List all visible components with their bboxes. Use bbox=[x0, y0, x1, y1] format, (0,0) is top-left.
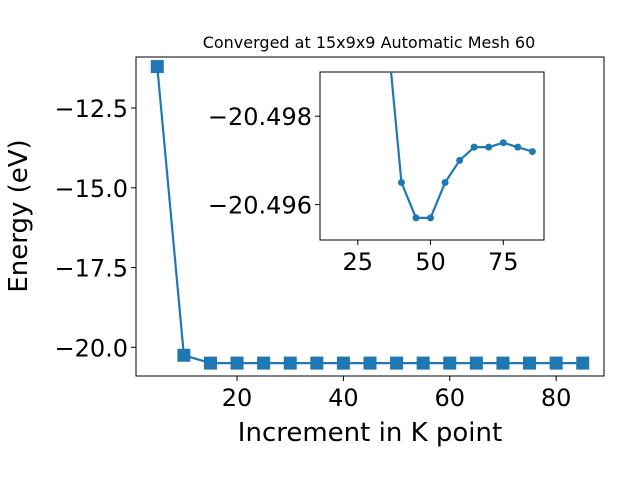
inset-data-point bbox=[441, 179, 449, 187]
main-data-point bbox=[257, 356, 271, 370]
inset-data-point bbox=[397, 179, 405, 187]
inset-x-tick-label: 75 bbox=[488, 248, 519, 276]
main-x-tick-label: 20 bbox=[222, 384, 253, 412]
main-data-point bbox=[416, 356, 430, 370]
inset-data-point bbox=[427, 214, 435, 222]
main-y-tick-label: −15.0 bbox=[54, 175, 128, 203]
main-series bbox=[150, 60, 590, 370]
inset-data-point bbox=[499, 139, 507, 147]
main-x-tick-label: 60 bbox=[434, 384, 465, 412]
inset-data-point bbox=[456, 156, 464, 164]
main-data-point bbox=[283, 356, 297, 370]
inset-series bbox=[389, 72, 536, 222]
main-plot-area: 20 40 60 80 −12.5 −15.0 −17.5 −20.0 bbox=[54, 56, 605, 412]
inset-y-tick-label: −20.498 bbox=[208, 103, 312, 131]
inset-data-point bbox=[514, 143, 522, 151]
inset-y-tick-label: −20.496 bbox=[208, 192, 312, 220]
y-axis-label: Energy (eV) bbox=[4, 139, 34, 292]
main-y-tick-label: −12.5 bbox=[54, 95, 128, 123]
main-data-point bbox=[443, 356, 457, 370]
main-data-point bbox=[469, 356, 483, 370]
inset-data-point bbox=[412, 214, 420, 222]
inset-data-point bbox=[485, 143, 493, 151]
main-x-tick-label: 40 bbox=[328, 384, 359, 412]
main-y-tick-label: −17.5 bbox=[54, 255, 128, 283]
main-data-point bbox=[336, 356, 350, 370]
main-data-point bbox=[177, 348, 191, 362]
inset-data-point bbox=[470, 143, 478, 151]
main-data-point bbox=[363, 356, 377, 370]
inset-x-tick-label: 25 bbox=[343, 248, 374, 276]
chart-title: Converged at 15x9x9 Automatic Mesh 60 bbox=[203, 33, 536, 52]
main-data-point bbox=[390, 356, 404, 370]
main-data-point bbox=[523, 356, 537, 370]
inset-x-tick-label: 50 bbox=[415, 248, 446, 276]
inset-data-point bbox=[528, 148, 536, 156]
inset-plot-area: 25 50 75 −20.498 −20.496 bbox=[208, 71, 545, 276]
main-y-tick-label: −20.0 bbox=[54, 334, 128, 362]
main-data-point bbox=[230, 356, 244, 370]
inset-ticks: 25 50 75 −20.498 −20.496 bbox=[208, 103, 519, 276]
main-data-point bbox=[549, 356, 563, 370]
main-axes-frame bbox=[135, 56, 605, 377]
main-x-tick-label: 80 bbox=[541, 384, 572, 412]
main-data-point bbox=[150, 60, 164, 74]
main-data-point bbox=[310, 356, 324, 370]
main-ticks: 20 40 60 80 −12.5 −15.0 −17.5 −20.0 bbox=[54, 95, 571, 412]
x-axis-label: Increment in K point bbox=[238, 418, 502, 448]
main-data-point bbox=[496, 356, 510, 370]
main-data-point bbox=[576, 356, 590, 370]
main-data-point bbox=[203, 356, 217, 370]
